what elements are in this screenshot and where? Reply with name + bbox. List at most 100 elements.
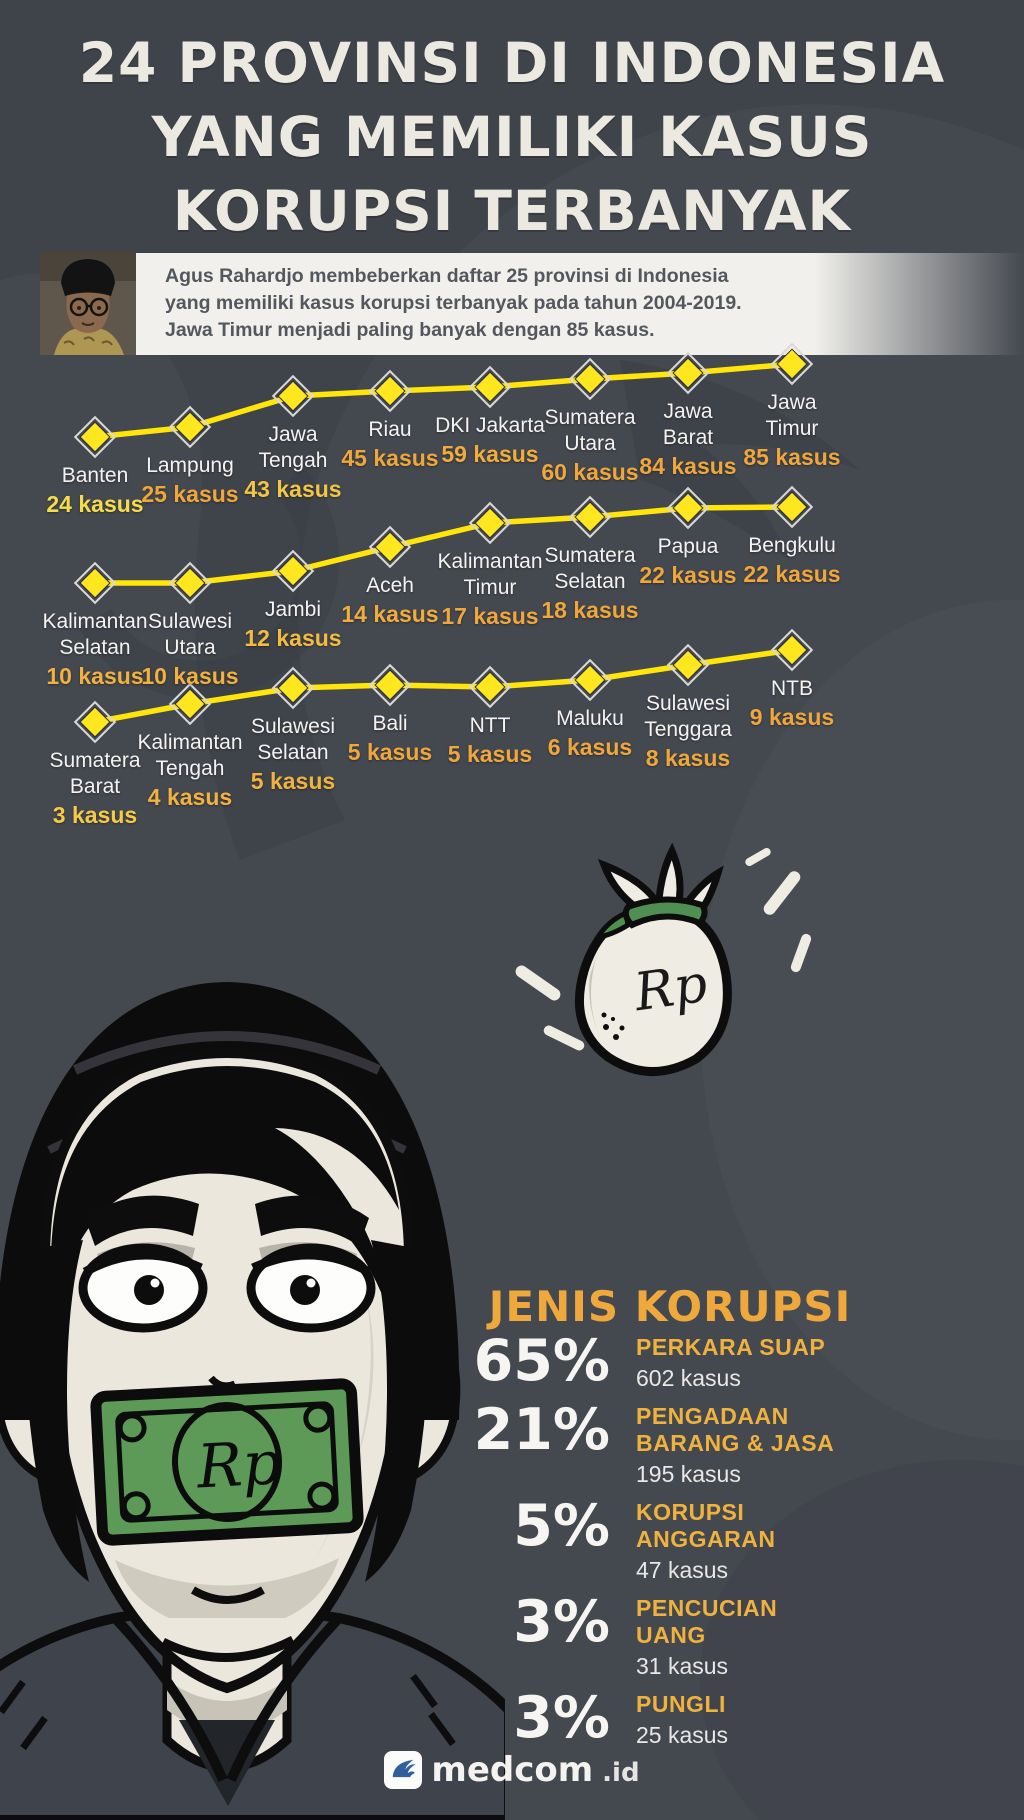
chart-marker-diamond: [568, 357, 612, 401]
percentage: 5%: [513, 1493, 610, 1559]
province-name: Sumatera: [544, 544, 636, 567]
province-point-label: Sumatera Selatan 18 kasus: [515, 543, 665, 624]
jenis-korupsi-heading: JENIS KORUPSI: [488, 1282, 852, 1331]
chart-marker-diamond: [568, 658, 612, 702]
province-name: Kalimantan: [437, 550, 543, 573]
province-case-count: 17 kasus: [441, 603, 539, 629]
province-case-count: 6 kasus: [547, 734, 633, 760]
jenis-korupsi-item: 5% KORUPSI ANGGARAN 47 kasus: [452, 1493, 902, 1585]
chart-marker-diamond: [770, 628, 814, 672]
province-name: Bengkulu: [748, 534, 836, 557]
province-name: Sulawesi: [645, 692, 731, 715]
chart-marker-diamond: [368, 369, 412, 413]
province-case-count: 59 kasus: [441, 441, 539, 467]
province-name: Banten: [61, 464, 129, 487]
chart-marker-diamond: [666, 351, 710, 395]
province-point-label: Papua 22 kasus: [613, 534, 763, 589]
province-point-label: Bali 5 kasus: [315, 711, 465, 766]
category-count: 47 kasus: [636, 1557, 729, 1583]
province-name: Jawa: [268, 423, 318, 446]
category-label: ANGGARAN: [636, 1526, 776, 1552]
province-case-count: 3 kasus: [52, 802, 138, 828]
chart-marker-diamond: [168, 561, 212, 605]
province-name: Sulawesi: [250, 715, 336, 738]
money-bag-illustration: Rp: [515, 842, 812, 1076]
chart-marker-diamond: [73, 700, 117, 744]
chart-marker-diamond: [168, 405, 212, 449]
province-name: Selatan: [257, 741, 329, 764]
province-point-label: DKI Jakarta 59 kasus: [415, 413, 565, 468]
province-name: Jawa: [767, 391, 817, 414]
province-case-count: 8 kasus: [645, 745, 731, 771]
chart-marker-diamond: [568, 495, 612, 539]
svg-text:Rp: Rp: [630, 954, 711, 1024]
category-label: PUNGLI: [636, 1691, 726, 1717]
chart-marker-diamond: [73, 561, 117, 605]
category-label: PENGADAAN: [636, 1403, 789, 1429]
province-case-count: 12 kasus: [244, 625, 342, 651]
percentage: 3%: [513, 1589, 610, 1655]
brand-name: medcom: [431, 1750, 594, 1790]
province-name: Riau: [368, 418, 412, 441]
category-count: 25 kasus: [636, 1722, 729, 1748]
chart-labels: Banten 24 kasus Lampung 25 kasus Jawa Tengah 4…: [0, 0, 1024, 860]
province-name: Bali: [372, 712, 408, 735]
province-point-label: Jawa Timur 85 kasus: [717, 390, 867, 471]
province-case-count: 5 kasus: [347, 739, 433, 765]
footer-brand: medcom .id: [0, 1750, 1024, 1790]
province-name: Timur: [463, 576, 517, 599]
chart-marker-diamond: [666, 643, 710, 687]
agus-rahardjo-photo: [40, 251, 136, 355]
province-point-label: NTB 9 kasus: [717, 676, 867, 731]
intro-band: Agus Rahardjo membeberkan daftar 25 prov…: [72, 253, 1024, 355]
province-name: Sumatera: [544, 406, 636, 429]
province-case-count: 45 kasus: [341, 445, 439, 471]
province-point-label: Kalimantan Selatan 10 kasus: [20, 609, 170, 690]
province-name: Tengah: [155, 757, 225, 780]
category-label: UANG: [636, 1622, 706, 1648]
province-name: Utara: [564, 432, 616, 455]
chart-marker-diamond: [271, 549, 315, 593]
province-case-count: 5 kasus: [447, 741, 533, 767]
category-count: 602 kasus: [636, 1365, 741, 1391]
province-point-label: Maluku 6 kasus: [515, 706, 665, 761]
chart-marker-diamond: [271, 374, 315, 418]
province-point-label: Sulawesi Selatan 5 kasus: [218, 714, 368, 795]
province-name: Timur: [765, 417, 819, 440]
intro-line-2: yang memiliki kasus korupsi terbanyak pa…: [165, 292, 742, 314]
province-name: Tenggara: [644, 718, 732, 741]
province-name: Tengah: [258, 449, 328, 472]
province-name: NTB: [771, 677, 813, 700]
chart-marker-diamond: [368, 663, 412, 707]
category-label: PENCUCIAN: [636, 1595, 778, 1621]
province-name: Jambi: [264, 598, 322, 621]
province-name: Barat: [69, 775, 121, 798]
province-name: Maluku: [556, 707, 624, 730]
chart-marker-diamond: [368, 525, 412, 569]
intro-line-1: Agus Rahardjo membeberkan daftar 25 prov…: [165, 265, 729, 287]
province-case-count: 22 kasus: [639, 562, 737, 588]
province-name: Sulawesi: [147, 610, 233, 633]
jenis-korupsi-item: 21% PENGADAAN BARANG & JASA 195 kasus: [452, 1402, 902, 1489]
province-name: Jawa: [663, 400, 713, 423]
percentage: 3%: [513, 1685, 610, 1751]
percentage: 65%: [473, 1328, 610, 1394]
province-case-count: 84 kasus: [639, 453, 737, 479]
province-point-label: Banten 24 kasus: [20, 463, 170, 518]
category-count: 195 kasus: [636, 1461, 741, 1487]
province-line-chart: [73, 342, 814, 744]
province-name: NTT: [469, 714, 511, 737]
category-label: BARANG & JASA: [636, 1430, 835, 1456]
province-case-count: 18 kasus: [541, 597, 639, 623]
province-name: DKI Jakarta: [435, 414, 545, 437]
province-name: Selatan: [59, 636, 131, 659]
chart-line: [92, 361, 795, 440]
jenis-korupsi-item: 3% PUNGLI 25 kasus: [452, 1685, 902, 1751]
rupiah-banknote-gag: Rp: [90, 1378, 364, 1546]
chart-marker-diamond: [770, 342, 814, 386]
chart-marker-diamond: [168, 682, 212, 726]
chart-marker-diamond: [468, 665, 512, 709]
jenis-korupsi-item: 3% PENCUCIAN UANG 31 kasus: [452, 1589, 902, 1681]
